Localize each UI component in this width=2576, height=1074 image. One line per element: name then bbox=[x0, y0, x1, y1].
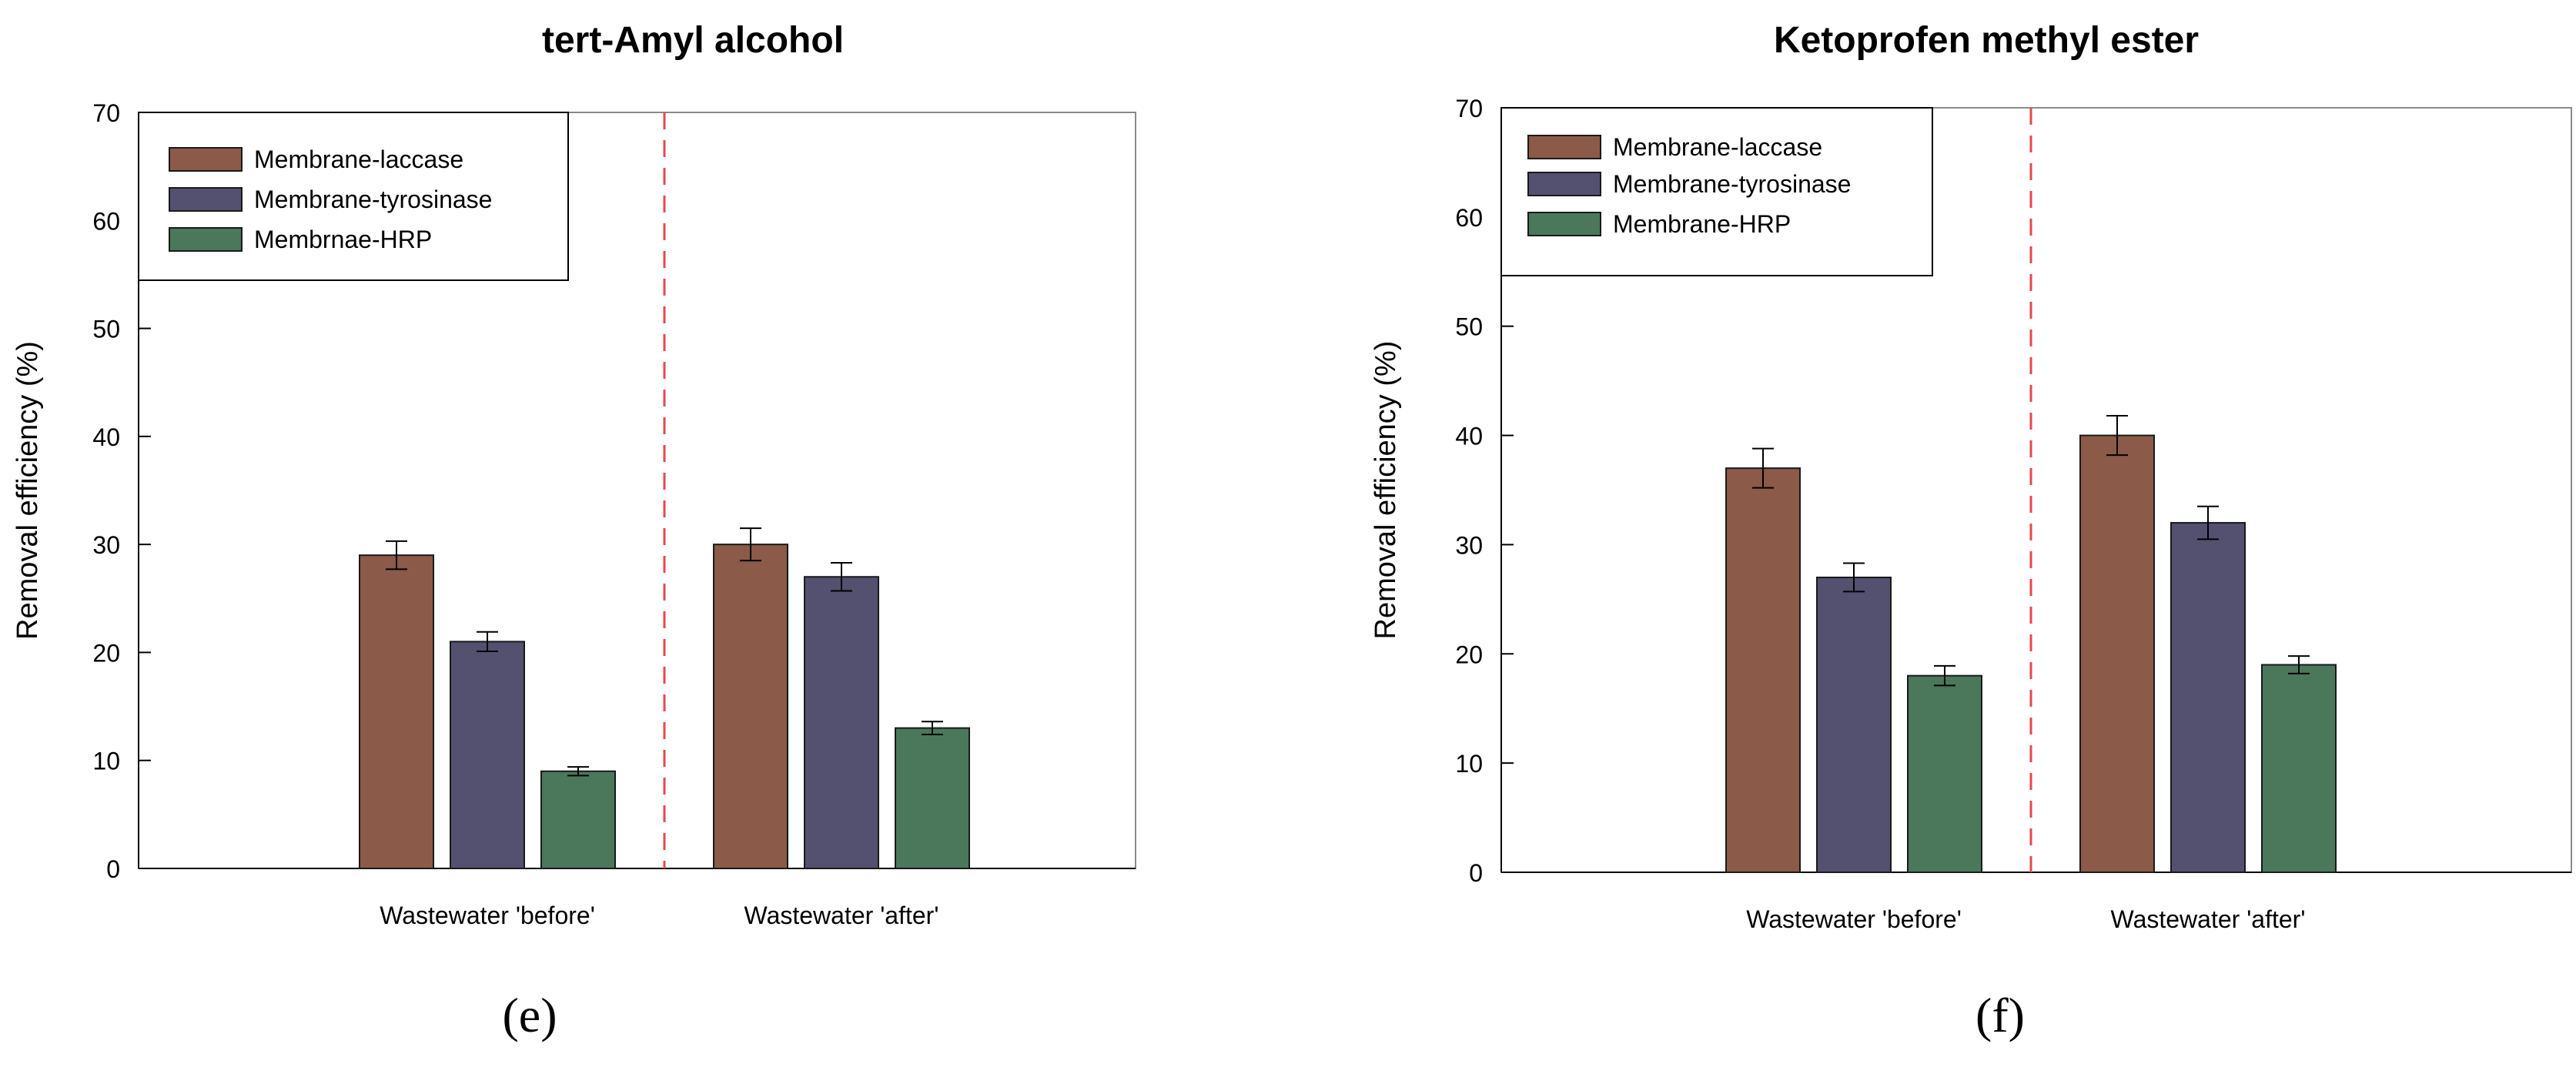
chart-title: tert-Amyl alcohol bbox=[542, 20, 844, 61]
y-tick-label: 70 bbox=[1455, 95, 1483, 122]
bar bbox=[1816, 576, 1892, 873]
y-tick-label: 0 bbox=[106, 855, 120, 883]
legend-entry: Membrane-tyrosinase bbox=[1613, 170, 1851, 198]
chart-panel-1: tert-Amyl alcohol 0 10 20 30 40 50 60 70 Removal … bbox=[12, 20, 1136, 1042]
bar bbox=[540, 770, 616, 869]
legend-swatch bbox=[1527, 212, 1601, 236]
y-tick-label: 50 bbox=[92, 316, 120, 343]
chart-panel-2: Ketoprofen methyl ester 0 10 20 30 40 50 60 70 Re… bbox=[1370, 20, 2572, 1042]
y-tick-label: 40 bbox=[1455, 423, 1483, 450]
x-category-label: Wastewater 'after' bbox=[2111, 905, 2306, 933]
legend-swatch bbox=[1527, 172, 1601, 196]
legend-entry: Membrane-laccase bbox=[1613, 133, 1822, 161]
bar bbox=[359, 554, 434, 870]
x-category-label: Wastewater 'before' bbox=[1746, 905, 1962, 933]
y-tick-label: 60 bbox=[1455, 204, 1483, 232]
x-category-label: Wastewater 'before' bbox=[380, 902, 595, 929]
bar bbox=[2170, 522, 2246, 873]
y-tick-label: 20 bbox=[1455, 641, 1483, 668]
y-tick-label: 20 bbox=[92, 639, 120, 667]
bar bbox=[450, 641, 525, 870]
y-tick-label: 60 bbox=[92, 207, 120, 235]
legend-swatch bbox=[1527, 135, 1601, 159]
bar bbox=[2261, 664, 2337, 873]
bar bbox=[1907, 674, 1982, 874]
y-axis-label: Removal efficiency (%) bbox=[1370, 341, 1402, 640]
bar bbox=[895, 727, 970, 870]
chart-title: Ketoprofen methyl ester bbox=[1774, 20, 2199, 61]
y-tick-label: 50 bbox=[1455, 313, 1483, 341]
bar bbox=[2079, 434, 2155, 873]
bar bbox=[713, 544, 788, 870]
y-tick-label: 40 bbox=[92, 423, 120, 451]
y-tick-label: 30 bbox=[1455, 531, 1483, 559]
panel-label: (f) bbox=[1975, 988, 2025, 1042]
legend-entry: Membrane-tyrosinase bbox=[254, 186, 492, 213]
y-tick-label: 30 bbox=[92, 531, 120, 559]
legend-swatch bbox=[169, 147, 243, 172]
bar bbox=[804, 576, 879, 869]
y-axis-label: Removal efficiency (%) bbox=[12, 341, 44, 640]
y-tick-label: 10 bbox=[1455, 750, 1483, 778]
panel-label: (e) bbox=[502, 988, 557, 1042]
x-category-label: Wastewater 'after' bbox=[744, 902, 939, 929]
y-tick-label: 10 bbox=[92, 748, 120, 775]
bar bbox=[1725, 467, 1801, 873]
legend-entry: Membrane-laccase bbox=[254, 146, 463, 173]
legend-entry: Membrnae-HRP bbox=[254, 226, 432, 253]
legend-swatch bbox=[169, 187, 243, 212]
y-tick-label: 70 bbox=[92, 99, 120, 127]
y-tick-label: 0 bbox=[1469, 859, 1483, 887]
legend-swatch bbox=[169, 227, 243, 252]
legend-entry: Membrane-HRP bbox=[1613, 210, 1791, 238]
